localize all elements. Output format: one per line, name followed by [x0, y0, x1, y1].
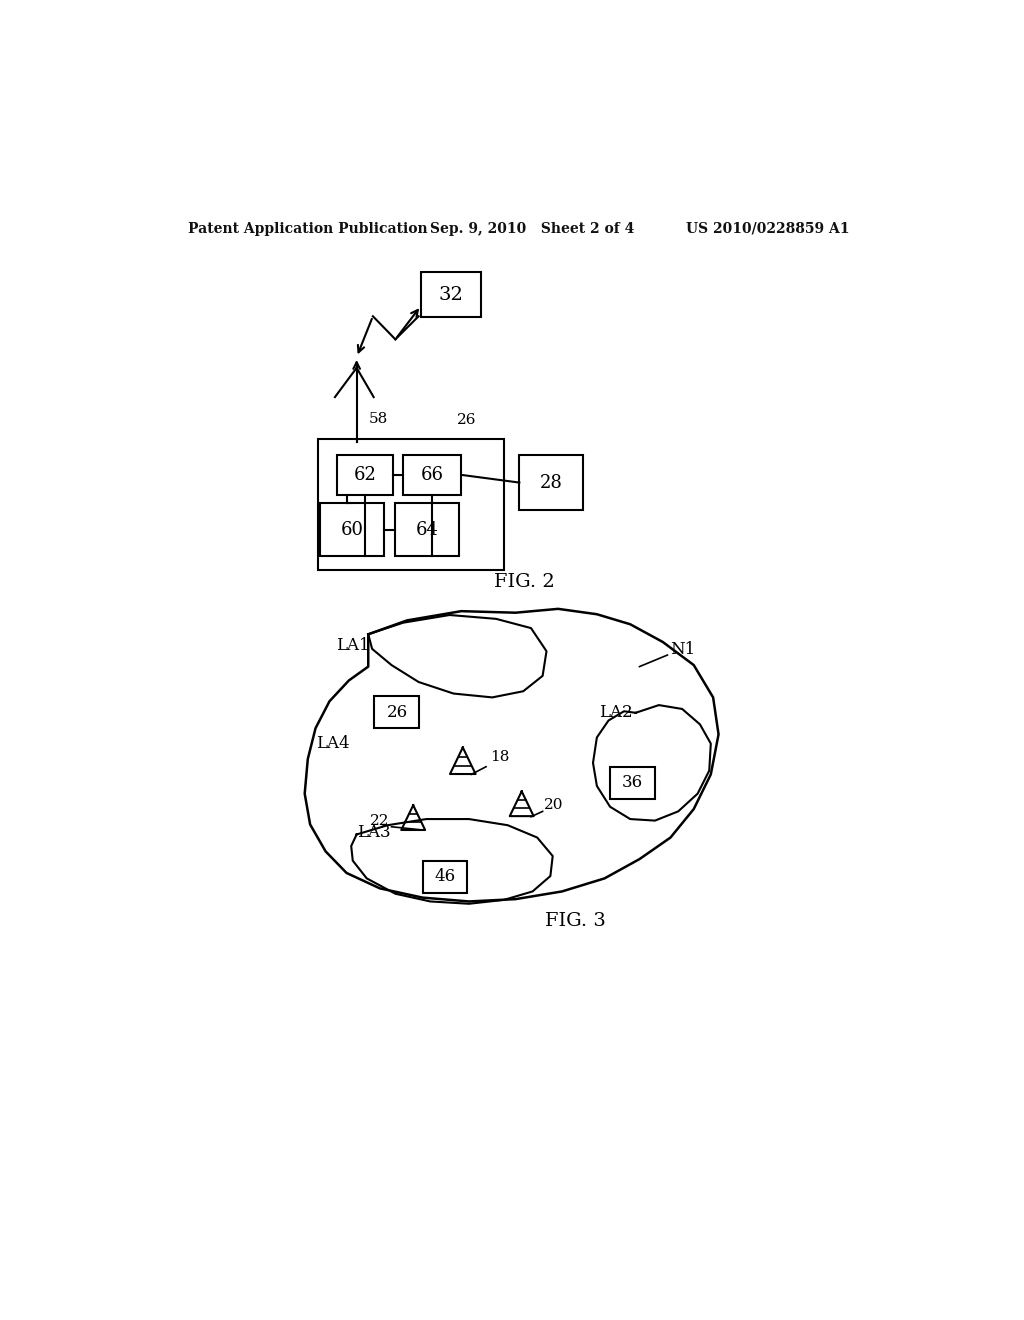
- Text: 20: 20: [544, 799, 563, 812]
- Text: LA1: LA1: [336, 636, 370, 653]
- Text: FIG. 2: FIG. 2: [494, 573, 555, 591]
- Text: 26: 26: [458, 413, 477, 428]
- Bar: [423, 861, 467, 892]
- Text: 18: 18: [489, 751, 509, 764]
- Bar: [421, 272, 481, 317]
- Text: LA4: LA4: [315, 735, 349, 752]
- Text: 66: 66: [421, 466, 443, 484]
- Text: LA3: LA3: [357, 824, 391, 841]
- Bar: [519, 455, 583, 511]
- Bar: [321, 503, 384, 556]
- Text: N1: N1: [671, 642, 695, 659]
- Text: LA2: LA2: [599, 705, 633, 721]
- Bar: [375, 696, 420, 729]
- Text: 22: 22: [370, 813, 389, 828]
- Text: 58: 58: [369, 412, 387, 425]
- Text: 64: 64: [416, 520, 438, 539]
- Bar: [317, 440, 504, 570]
- Text: 46: 46: [434, 869, 456, 886]
- Text: Patent Application Publication: Patent Application Publication: [188, 222, 428, 235]
- Text: FIG. 3: FIG. 3: [545, 912, 606, 929]
- Text: US 2010/0228859 A1: US 2010/0228859 A1: [686, 222, 850, 235]
- Text: 26: 26: [386, 704, 408, 721]
- Text: 28: 28: [540, 474, 562, 491]
- Text: 60: 60: [340, 520, 364, 539]
- Bar: [610, 767, 655, 799]
- Text: 32: 32: [438, 285, 464, 304]
- Bar: [403, 455, 461, 495]
- Text: 36: 36: [622, 775, 643, 792]
- Text: 62: 62: [353, 466, 377, 484]
- Bar: [337, 455, 393, 495]
- Bar: [395, 503, 459, 556]
- Text: Sep. 9, 2010   Sheet 2 of 4: Sep. 9, 2010 Sheet 2 of 4: [430, 222, 635, 235]
